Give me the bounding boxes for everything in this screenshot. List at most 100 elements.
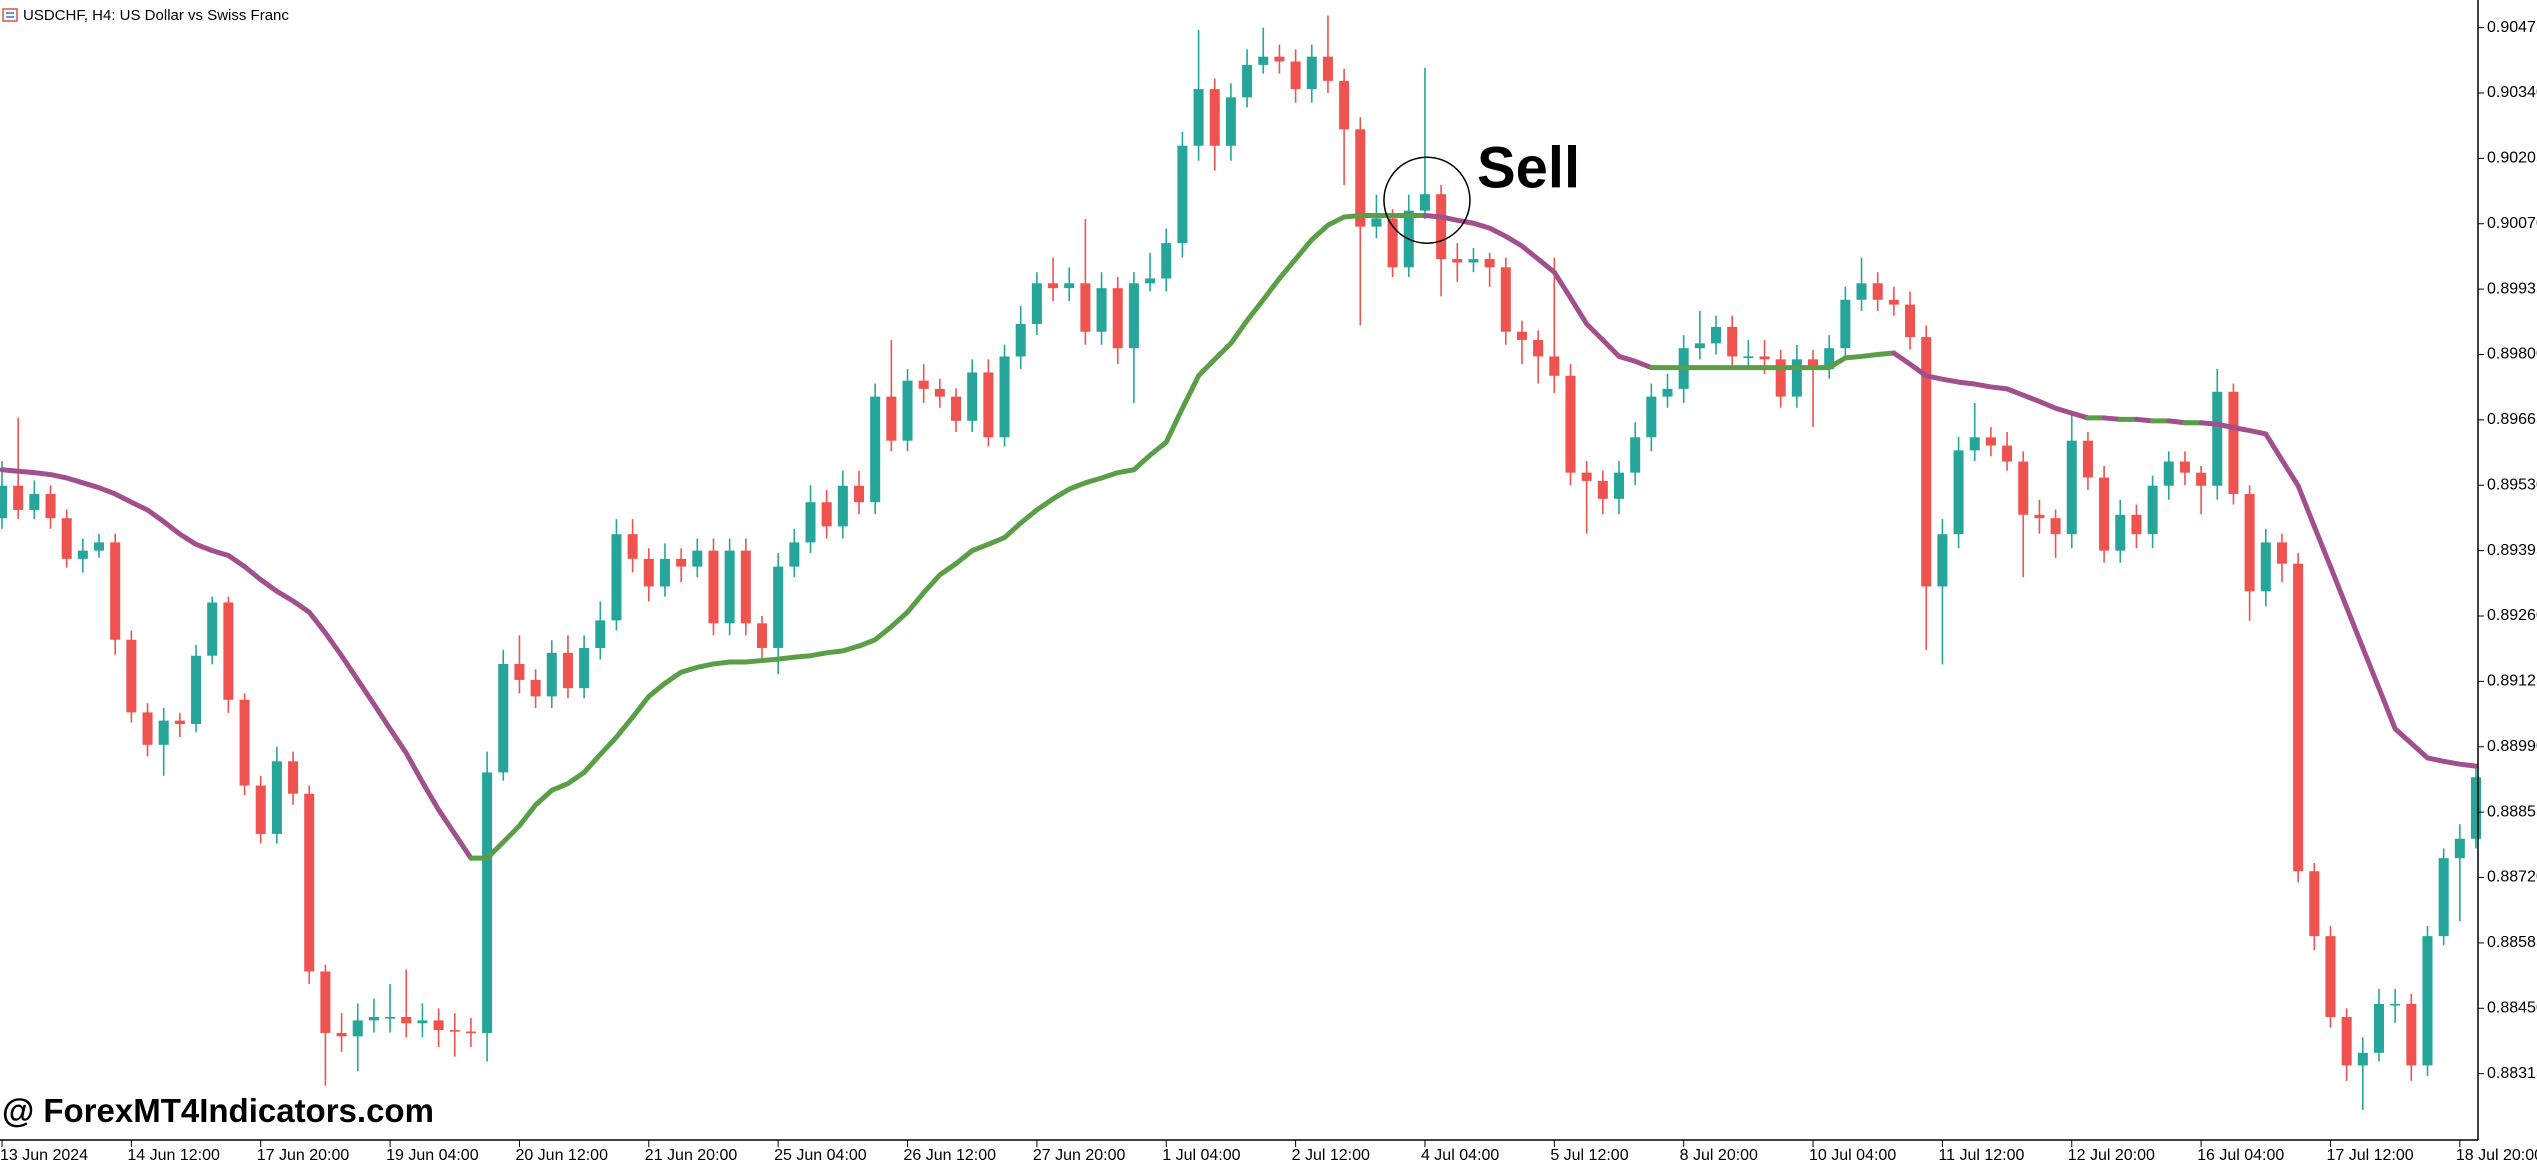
candle-body xyxy=(708,550,719,624)
chart-icon xyxy=(2,8,18,22)
candle-body xyxy=(756,623,767,648)
candle-body xyxy=(2115,514,2126,551)
candle-body xyxy=(740,550,751,624)
x-tick-label: 4 Jul 04:00 xyxy=(1421,1147,1499,1164)
candle-body xyxy=(918,380,929,389)
candle-body xyxy=(271,761,282,834)
moving-average xyxy=(2198,420,2479,769)
candle-body xyxy=(1808,359,1819,370)
candle-body xyxy=(1112,288,1123,349)
candle-body xyxy=(595,620,606,648)
candle-body xyxy=(1905,304,1916,338)
candle-body xyxy=(2438,858,2449,937)
candle-body xyxy=(2066,440,2077,535)
candle-body xyxy=(223,602,234,700)
candle-body xyxy=(2260,542,2271,592)
moving-average xyxy=(2166,418,2188,426)
candle-body xyxy=(368,1016,379,1021)
candle-body xyxy=(2099,477,2110,551)
candle-body xyxy=(692,550,703,567)
candle-body xyxy=(1371,218,1382,227)
candle-body xyxy=(449,1030,460,1032)
candle-body xyxy=(1985,437,1996,446)
x-tick-label: 17 Jun 20:00 xyxy=(257,1147,350,1164)
candle-body xyxy=(1953,450,1964,535)
x-tick-label: 2 Jul 12:00 xyxy=(1292,1147,1370,1164)
candle-body xyxy=(611,534,622,621)
candle-body xyxy=(1775,359,1786,397)
candle-body xyxy=(433,1020,444,1031)
candle-body xyxy=(773,566,784,648)
moving-average xyxy=(1891,350,2091,421)
candle-body xyxy=(676,558,687,567)
candle-body xyxy=(1161,243,1172,279)
candle-body xyxy=(1031,283,1042,324)
candle-body xyxy=(336,1032,347,1037)
moving-average xyxy=(2101,415,2123,422)
y-tick-label: 0.88585 xyxy=(2487,934,2537,951)
y-tick-label: 0.89125 xyxy=(2487,673,2537,690)
candle-body xyxy=(837,485,848,527)
candle-body xyxy=(2325,936,2336,1017)
candle-body xyxy=(1274,56,1285,62)
candle-body xyxy=(482,772,493,1033)
candle-body xyxy=(579,647,590,689)
candle-body xyxy=(951,396,962,421)
candle-body xyxy=(304,793,315,972)
candle-body xyxy=(401,1016,412,1024)
candle-body xyxy=(999,356,1010,438)
candle-body xyxy=(1630,437,1641,473)
y-tick-label: 0.90475 xyxy=(2487,19,2537,36)
candle-body xyxy=(465,1031,476,1034)
x-tick-label: 14 Jun 12:00 xyxy=(127,1147,220,1164)
candle-body xyxy=(2309,871,2320,937)
candle-body xyxy=(2276,542,2287,564)
candle-body xyxy=(2454,838,2465,859)
y-tick-label: 0.90205 xyxy=(2487,150,2537,167)
x-tick-label: 17 Jul 12:00 xyxy=(2326,1147,2413,1164)
candle-body xyxy=(191,655,202,725)
candle-body xyxy=(1856,283,1867,300)
candle-body xyxy=(1306,56,1317,90)
x-tick-label: 10 Jul 04:00 xyxy=(1809,1147,1896,1164)
candle-body xyxy=(239,699,250,786)
candle-body xyxy=(1646,396,1657,438)
candle-body xyxy=(1015,323,1026,357)
candle-body xyxy=(2196,472,2207,486)
candle-body xyxy=(1694,343,1705,349)
candle-body xyxy=(1355,129,1366,227)
candle-body xyxy=(1533,339,1544,357)
moving-average xyxy=(1648,350,1897,371)
candle-body xyxy=(1419,194,1430,211)
candle-body xyxy=(1549,356,1560,376)
candle-body xyxy=(2163,461,2174,486)
candle-body xyxy=(1339,80,1350,130)
candle-body xyxy=(530,679,541,697)
candle-body xyxy=(1581,472,1592,481)
candle-body xyxy=(320,971,331,1033)
candle-body xyxy=(1452,259,1463,263)
candle-body xyxy=(2082,440,2093,478)
chart-title: USDCHF, H4: US Dollar vs Swiss Franc xyxy=(23,7,289,24)
candle-body xyxy=(2357,1052,2368,1066)
candle-body xyxy=(1387,218,1398,268)
candle-body xyxy=(417,1020,428,1024)
candle-body xyxy=(1597,480,1608,499)
x-tick-label: 5 Jul 12:00 xyxy=(1550,1147,1628,1164)
candle-body xyxy=(174,720,185,725)
candle-body xyxy=(821,502,832,527)
signal-circle xyxy=(1383,156,1471,244)
x-tick-label: 11 Jul 12:00 xyxy=(1938,1147,2024,1164)
candle-body xyxy=(1145,278,1156,284)
candle-body xyxy=(1048,283,1059,289)
candle-body xyxy=(2147,485,2158,535)
x-tick-label: 8 Jul 20:00 xyxy=(1680,1147,1758,1164)
candle-body xyxy=(142,712,153,745)
y-tick-label: 0.88315 xyxy=(2487,1065,2537,1082)
candle-body xyxy=(1064,283,1075,289)
